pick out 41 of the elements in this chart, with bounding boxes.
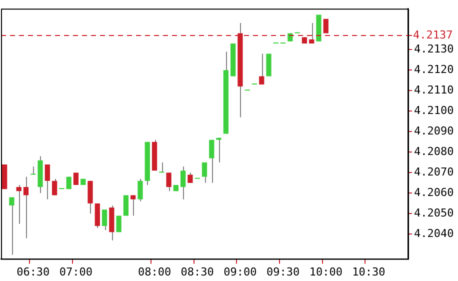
candlestick [166, 172, 172, 192]
candlestick [202, 162, 208, 184]
candlestick [138, 178, 143, 202]
candlestick [216, 137, 222, 163]
x-tick-label: 09:30 [266, 265, 300, 278]
y-tick-label: 4.2100 [414, 104, 454, 117]
y-tick-label: 4.2110 [414, 83, 454, 96]
candlestick [159, 162, 164, 174]
candlestick [88, 180, 93, 214]
y-tick-label: 4.2090 [414, 124, 454, 138]
candlestick [44, 164, 50, 200]
y-tick-label: 4.2050 [414, 206, 454, 220]
y-tick-label: 4.2130 [414, 42, 454, 56]
y-tick-label: 4.2120 [414, 62, 454, 76]
y-tick-label: 4.2040 [414, 227, 454, 240]
candlestick [188, 172, 193, 184]
x-tick-label: 09:00 [224, 265, 257, 278]
x-tick-label: 06:30 [16, 265, 50, 278]
candlestick [209, 139, 214, 184]
candlestick [94, 202, 100, 229]
candlestick [9, 196, 14, 256]
candlestick [102, 209, 108, 231]
x-tick-label: 10:00 [309, 265, 342, 278]
candlestick [16, 184, 22, 224]
x-tick-label: 08:00 [138, 265, 172, 278]
ref-line-label: 4.2137 [413, 28, 453, 42]
x-tick-label: 08:30 [180, 265, 214, 278]
candlestick [180, 166, 186, 200]
candlestick [123, 194, 129, 216]
candlestick [130, 194, 136, 216]
candlestick [52, 178, 58, 196]
y-tick-label: 4.2070 [414, 166, 454, 179]
x-tick-label: 10:30 [352, 265, 386, 278]
candlestick [23, 176, 29, 239]
candlestick [259, 53, 264, 85]
candlestick [116, 215, 122, 233]
y-tick-label: 4.2060 [414, 186, 454, 200]
y-tick-label: 4.2080 [414, 145, 454, 158]
x-tick-label: 07:00 [59, 265, 93, 278]
candlestick [266, 53, 272, 77]
candlestick [73, 172, 79, 186]
